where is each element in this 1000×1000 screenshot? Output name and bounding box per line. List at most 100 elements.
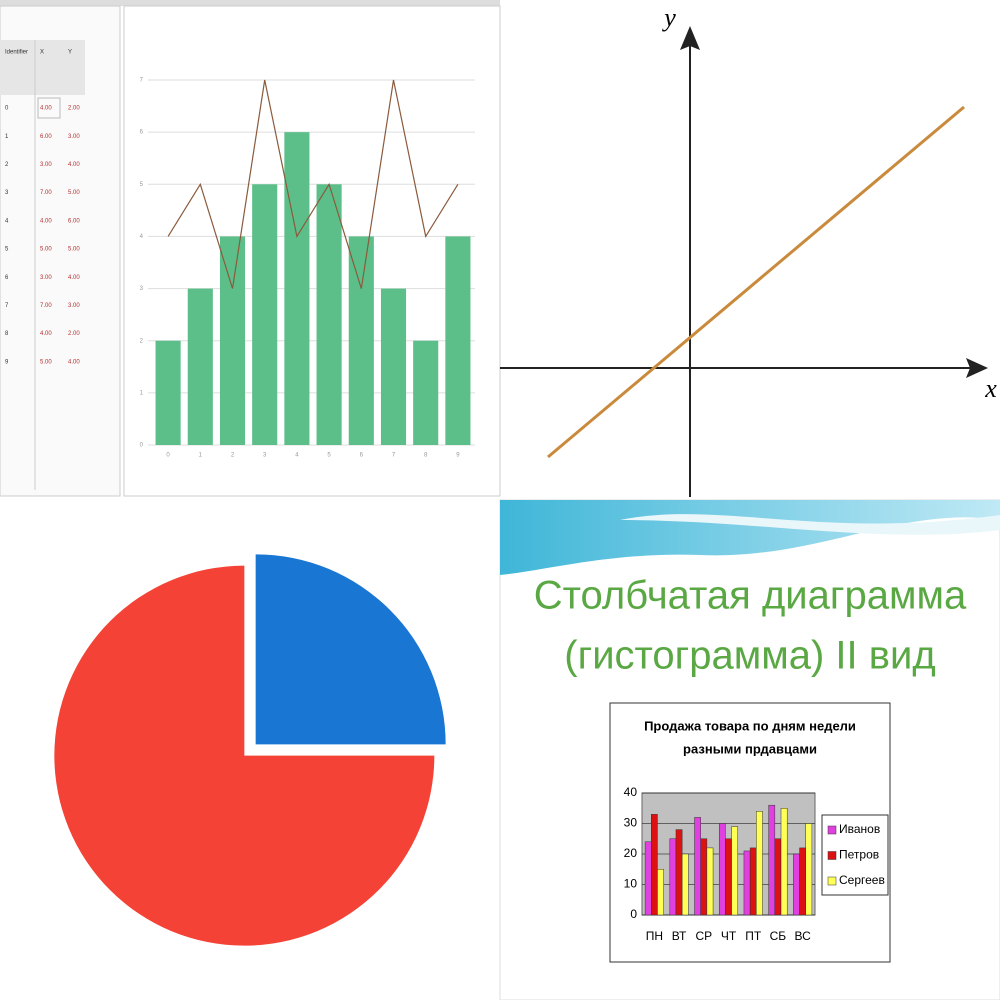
table-cell: 2.00 [68, 331, 80, 337]
table-cell: 4.00 [40, 331, 52, 337]
table-cell: 7 [5, 303, 9, 309]
table-cell: 5.00 [68, 190, 80, 196]
y-tick-label: 10 [624, 877, 638, 891]
bar [675, 829, 683, 916]
bar [252, 184, 278, 446]
bar [694, 817, 701, 916]
x-tick-label: ПН [646, 929, 663, 943]
table-cell: 4.00 [68, 162, 80, 168]
bar [756, 811, 763, 916]
x-tick-label: 6 [360, 453, 364, 459]
y-tick-label: 6 [140, 130, 144, 136]
y-tick-label: 30 [624, 816, 638, 830]
x-tick-label: 2 [231, 453, 235, 459]
table-cell: 4 [5, 218, 9, 224]
legend-swatch [827, 825, 837, 835]
legend-label: Петров [839, 848, 879, 862]
bar [774, 838, 782, 916]
table-cell: 1 [5, 134, 9, 140]
legend-label: Иванов [839, 822, 880, 836]
x-tick-label: 0 [166, 453, 170, 459]
y-arrow [680, 26, 700, 50]
table-cell: 2.00 [68, 106, 80, 112]
chart-title: разными прдавцами [683, 741, 817, 756]
table-header: X [40, 50, 44, 56]
y-tick-label: 0 [140, 443, 144, 449]
table-cell: 3.00 [40, 275, 52, 281]
slide-title: Столбчатая диаграмма [534, 574, 967, 618]
y-tick-label: 20 [624, 846, 638, 860]
legend-swatch [827, 851, 837, 860]
chart-title: Продажа товара по дням недели [644, 718, 856, 733]
slide-title: (гистограмма) II вид [564, 634, 935, 678]
slide [499, 499, 1000, 1000]
bar [706, 847, 714, 916]
table-cell: 5.00 [68, 247, 80, 253]
bar [187, 288, 213, 445]
table-cell: 6 [5, 275, 9, 281]
y-tick-label: 2 [140, 338, 144, 344]
bar [219, 236, 246, 445]
table-cell: 6.00 [68, 218, 80, 224]
bar [780, 808, 788, 916]
x-tick-label: 4 [295, 453, 299, 459]
bar [348, 236, 374, 445]
bar [700, 838, 708, 916]
bar [743, 850, 751, 916]
x-tick-label: 5 [327, 453, 331, 459]
bar [669, 838, 677, 916]
bar [725, 838, 732, 916]
bar [657, 869, 664, 916]
table-header: Identifier [5, 50, 28, 56]
table-cell: 5.00 [40, 247, 52, 253]
table-cell: 3.00 [68, 303, 80, 309]
bar [749, 847, 757, 916]
x-arrow [966, 358, 988, 378]
legend-swatch [827, 876, 837, 886]
bar [681, 853, 689, 916]
bar [155, 340, 181, 445]
x-tick-label: ВС [795, 929, 812, 943]
y-tick-label: 7 [140, 78, 144, 84]
bar [316, 184, 342, 446]
x-tick-label: СР [695, 929, 712, 943]
y-tick-label: 0 [630, 907, 637, 921]
bar [768, 804, 776, 916]
table-cell: 7.00 [40, 303, 52, 309]
bar [445, 236, 471, 445]
table-cell: 5 [5, 247, 9, 253]
y-tick-label: 4 [140, 234, 144, 240]
table-cell: 9 [5, 359, 9, 365]
table-cell: 2 [5, 162, 9, 168]
table-cell: 6.00 [40, 134, 52, 140]
pie-slice [255, 554, 446, 745]
table-cell: 3.00 [68, 134, 80, 140]
table-header: Y [68, 50, 72, 56]
x-tick-label: 9 [456, 453, 460, 459]
toolbar [0, 0, 500, 6]
x-tick-label: 3 [263, 453, 267, 459]
line [167, 79, 459, 289]
line [547, 105, 965, 459]
y-axis-label: y [661, 3, 676, 32]
y-tick-label: 1 [140, 390, 144, 396]
x-tick-label: ВТ [672, 929, 687, 943]
table-cell: 7.00 [40, 190, 52, 196]
axes [500, 26, 988, 497]
table-cell: 4.00 [68, 359, 80, 365]
x-tick-label: 8 [424, 453, 428, 459]
pie-slice [54, 565, 435, 946]
bar [284, 132, 310, 445]
y-tick-label: 3 [140, 286, 144, 292]
table-header-bg [0, 40, 85, 95]
table-cell: 4.00 [40, 106, 52, 112]
bar [651, 814, 658, 916]
x-tick-label: 7 [392, 453, 396, 459]
x-axis-label: x [984, 374, 997, 403]
bar [731, 826, 739, 916]
bar [380, 288, 407, 445]
bar [644, 841, 652, 916]
table-cell: 4.00 [68, 275, 80, 281]
